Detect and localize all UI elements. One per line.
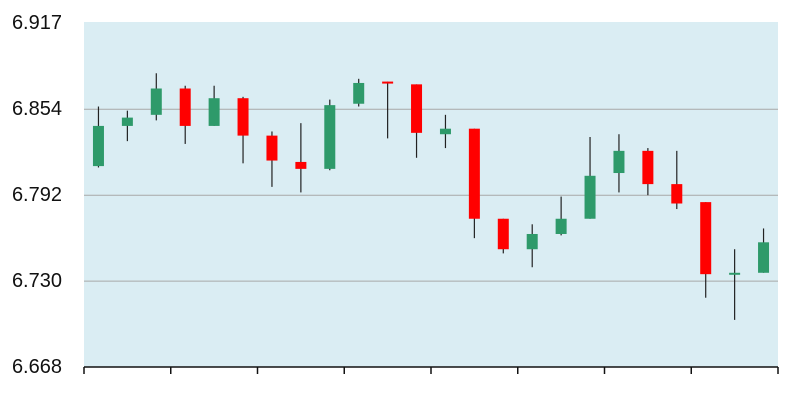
candle [671,150,683,210]
candle-body [353,82,365,104]
candle-body [642,150,654,185]
candle-body [613,150,625,174]
candle [237,96,249,164]
y-tick-label: 6.917 [12,12,62,34]
candle [439,114,451,149]
candle [179,85,191,144]
candle-body [382,81,394,84]
candle-body [179,88,191,126]
candle-body [324,105,336,169]
candle-body [497,218,509,250]
candle-body [758,242,770,273]
x-axis [83,366,779,374]
candle [584,137,596,219]
y-tick-label: 6.854 [12,98,62,120]
candle [729,249,741,320]
candle [642,148,654,196]
candle-body [468,128,480,219]
candle-body [526,233,538,250]
gridlines [84,108,778,282]
candle-body [671,184,683,204]
candle [92,106,104,168]
candle [353,78,365,107]
candle [613,134,625,193]
candle [295,123,307,193]
y-tick-label: 6.730 [12,270,62,292]
candle-body [92,125,104,167]
candle [324,99,336,171]
plot-area [84,22,778,367]
candle [411,84,423,158]
candle [497,218,509,254]
candle-body [729,272,741,275]
candle-body [208,98,220,126]
candle-body [700,202,712,275]
candle-body [237,98,249,136]
candle-body [150,88,162,115]
candle [468,128,480,239]
candle-body [121,117,133,126]
candles [92,73,770,320]
candle [382,81,394,139]
y-tick-label: 6.792 [12,184,62,206]
candle-body [266,135,278,161]
candle [150,73,162,121]
candle-body [411,84,423,133]
candle [526,224,538,268]
candle [555,196,567,236]
candle-body [584,175,596,219]
candle-body [295,161,307,169]
candle [208,85,220,126]
candle [758,228,770,273]
candle-body [439,128,451,135]
candle [700,202,712,298]
candle [121,110,133,142]
y-tick-label: 6.668 [12,356,62,378]
candle-body [555,218,567,234]
candle [266,131,278,187]
